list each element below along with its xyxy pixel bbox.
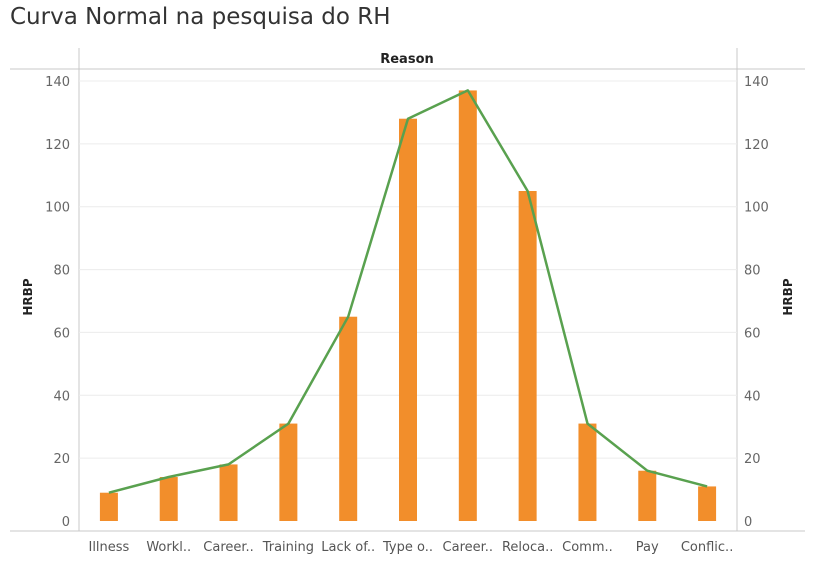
y-tick-label-left: 120 <box>45 138 70 153</box>
y-tick-label-right: 20 <box>744 452 761 467</box>
bar <box>518 191 537 521</box>
bar <box>99 492 118 521</box>
bar <box>638 470 657 521</box>
bar <box>698 486 717 521</box>
x-tick-label: Pay <box>636 540 659 555</box>
y-axis-title-right: HRBP <box>781 278 795 315</box>
x-tick-label: Career.. <box>443 540 494 555</box>
bar <box>219 464 238 521</box>
y-tick-label-right: 80 <box>744 264 761 279</box>
y-tick-label-right: 140 <box>744 75 769 90</box>
bar <box>578 423 597 521</box>
y-tick-label-right: 120 <box>744 138 769 153</box>
bar <box>159 477 178 521</box>
y-tick-label-left: 60 <box>53 326 70 341</box>
bar <box>279 423 298 521</box>
y-tick-label-right: 40 <box>744 389 761 404</box>
y-tick-label-left: 0 <box>62 515 70 530</box>
y-tick-label-left: 100 <box>45 201 70 216</box>
x-tick-label: Type o.. <box>382 540 433 555</box>
page-title: Curva Normal na pesquisa do RH <box>10 4 391 30</box>
y-tick-label-right: 0 <box>744 515 752 530</box>
y-axis-title-left: HRBP <box>21 278 35 315</box>
column-header: Reason <box>380 52 434 67</box>
y-tick-label-left: 140 <box>45 75 70 90</box>
y-tick-label-left: 80 <box>53 264 70 279</box>
y-tick-label-right: 100 <box>744 201 769 216</box>
x-tick-label: Workl.. <box>146 540 191 555</box>
bar <box>399 118 417 521</box>
x-tick-label: Comm.. <box>562 540 613 555</box>
bar <box>339 316 358 521</box>
y-tick-label-left: 40 <box>53 389 70 404</box>
y-tick-label-right: 60 <box>744 326 761 341</box>
y-tick-label-left: 20 <box>53 452 70 467</box>
x-tick-label: Illness <box>88 540 129 555</box>
x-tick-label: Reloca.. <box>502 540 553 555</box>
bar <box>458 90 477 521</box>
line-series <box>108 89 708 494</box>
x-tick-label: Conflic.. <box>681 540 733 555</box>
x-tick-label: Lack of.. <box>321 540 375 555</box>
x-tick-label: Career.. <box>203 540 254 555</box>
x-tick-label: Training <box>262 540 314 555</box>
